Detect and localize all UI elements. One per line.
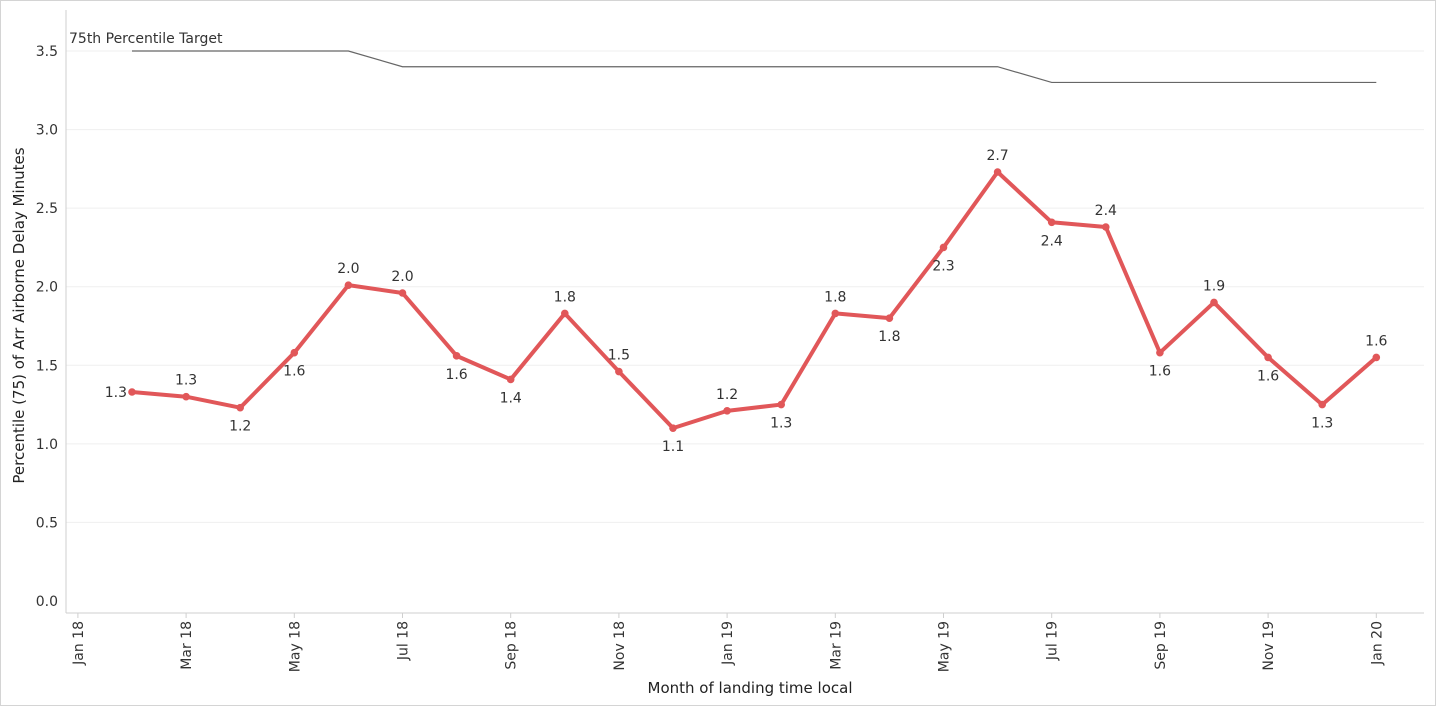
data-label: 1.8 [554, 289, 576, 305]
data-point [236, 403, 244, 412]
y-tick-label: 1.0 [36, 437, 58, 453]
x-tick-label: Nov 19 [1261, 621, 1277, 671]
data-label: 2.0 [391, 269, 413, 285]
data-label: 1.2 [229, 419, 251, 435]
data-point [669, 424, 677, 432]
x-tick-label: Mar 19 [828, 621, 844, 670]
data-point [885, 314, 894, 322]
data-point [831, 309, 840, 318]
data-point [939, 243, 948, 252]
x-tick-label: Mar 18 [179, 621, 195, 670]
x-tick-label: Jan 19 [720, 621, 736, 666]
y-tick-label: 3.0 [36, 123, 58, 139]
data-label: 1.6 [1365, 333, 1387, 349]
data-point [615, 367, 623, 376]
x-tick-label: Jul 18 [396, 621, 412, 661]
target-line [132, 50, 1377, 84]
data-label: 2.3 [932, 258, 954, 274]
y-tick-label: 0.0 [36, 594, 58, 610]
data-point [1372, 353, 1381, 362]
data-label: 1.6 [1149, 364, 1171, 380]
data-label: 1.3 [105, 385, 127, 401]
data-point [506, 375, 515, 384]
data-label: 1.4 [500, 390, 522, 406]
target-line-label: 75th Percentile Target [69, 31, 223, 47]
data-point [1318, 400, 1326, 409]
data-label: 1.5 [608, 348, 630, 364]
data-point [723, 407, 731, 415]
data-label: 2.7 [986, 148, 1008, 164]
x-tick-label: May 18 [287, 621, 303, 672]
x-tick-label: Sep 19 [1153, 621, 1169, 670]
data-label: 1.3 [175, 373, 197, 389]
x-tick-label: Sep 18 [504, 621, 520, 670]
data-point [993, 168, 1002, 176]
data-point [1156, 348, 1164, 357]
series-layer: 1.3 1.3 1.2 1.6 2.0 2.0 1.6 1.4 1.8 1.5 1.1 1.2 1.3 1… [105, 148, 1388, 455]
data-label: 2.4 [1041, 233, 1063, 249]
x-tick-label: Jul 19 [1045, 621, 1061, 661]
y-tick-label: 3.5 [36, 44, 58, 60]
data-point [452, 352, 461, 360]
data-label: 1.6 [283, 364, 305, 380]
data-label: 1.6 [1257, 368, 1279, 384]
data-point [777, 400, 785, 409]
data-label: 1.2 [716, 387, 738, 403]
x-tick-label: Jan 20 [1369, 621, 1385, 666]
data-label: 2.4 [1095, 203, 1117, 219]
data-label: 1.1 [662, 439, 684, 455]
data-label: 1.8 [878, 329, 900, 345]
y-axis-title: Percentile (75) of Arr Airborne Delay Mi… [10, 147, 28, 483]
data-label: 1.9 [1203, 278, 1225, 294]
y-tick-label: 0.5 [36, 515, 58, 531]
series-line [130, 170, 1379, 431]
data-point [1047, 218, 1056, 227]
x-axis-title: Month of landing time local [648, 679, 853, 697]
data-point [344, 281, 353, 289]
x-tick-label: Nov 18 [612, 621, 628, 671]
data-label: 1.3 [770, 416, 792, 432]
data-point [128, 388, 136, 396]
data-point [398, 289, 407, 297]
axis-layer: 0.0 0.5 1.0 1.5 2.0 2.5 3.0 3.5 Jan 18 Mar 18 May … [10, 10, 1424, 697]
data-point [1210, 298, 1218, 307]
y-tick-label: 2.0 [36, 280, 58, 296]
data-point [561, 309, 569, 318]
data-point [182, 392, 190, 401]
data-label: 2.0 [337, 261, 359, 277]
x-tick-label: May 19 [937, 621, 953, 672]
y-tick-label: 1.5 [36, 358, 58, 374]
y-tick-label: 2.5 [36, 201, 58, 217]
data-point [1264, 353, 1272, 362]
data-label: 1.3 [1311, 416, 1333, 432]
data-point [1102, 223, 1110, 231]
reference-line-layer: 75th Percentile Target [69, 31, 1377, 84]
x-tick-label: Jan 18 [71, 621, 87, 666]
data-point [290, 348, 299, 357]
data-label: 1.6 [445, 367, 467, 383]
data-label: 1.8 [824, 289, 846, 305]
